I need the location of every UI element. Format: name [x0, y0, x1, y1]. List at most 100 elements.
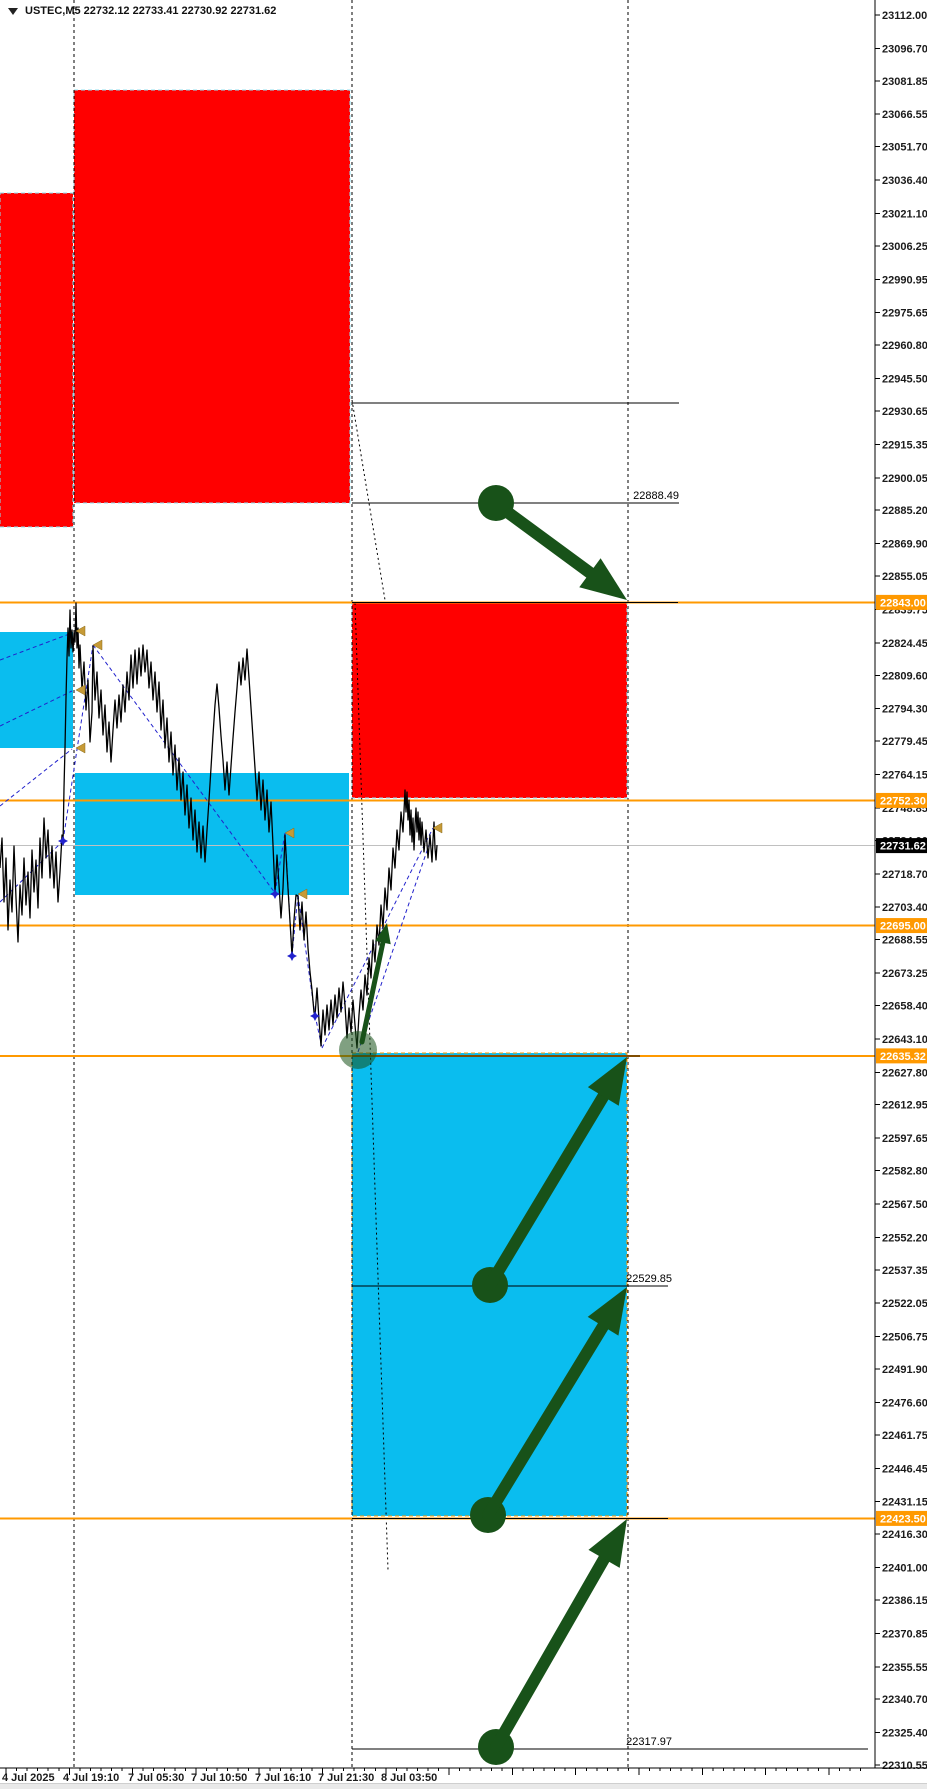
y-axis-label: 22673.25 [882, 968, 927, 980]
demand-zone[interactable] [75, 773, 349, 895]
y-axis-label: 23096.70 [882, 43, 927, 55]
symbol-dropdown-icon[interactable] [8, 7, 18, 15]
zigzag-line [0, 690, 73, 727]
x-axis-label: 7 Jul 16:10 [255, 1772, 311, 1784]
swing-low-marker [58, 836, 68, 846]
zigzag-line [0, 632, 73, 661]
y-axis-label: 23051.70 [882, 142, 927, 154]
y-axis-label: 22779.45 [882, 736, 927, 748]
y-axis-label: 22461.75 [882, 1430, 927, 1442]
y-axis-label: 22537.35 [882, 1265, 927, 1277]
trend-arrow-head[interactable] [579, 558, 627, 600]
axis-badge-label: 22731.62 [880, 841, 926, 853]
trend-arrow-shaft[interactable] [504, 508, 600, 582]
y-axis-label: 22718.70 [882, 869, 927, 881]
swing-low-marker [270, 889, 280, 899]
axis-badge-label: 22695.00 [880, 921, 926, 933]
trend-arrow-shaft[interactable] [359, 936, 387, 1045]
y-axis-label: 22809.60 [882, 670, 927, 682]
y-axis-label: 23081.85 [882, 76, 927, 88]
y-axis-label: 22416.30 [882, 1529, 927, 1541]
y-axis-label: 22658.40 [882, 1000, 927, 1012]
trend-arrow-head[interactable] [588, 1519, 627, 1568]
axis-badge-label: 22843.00 [880, 597, 926, 609]
swing-high-marker [284, 827, 295, 839]
swing-high-marker [75, 742, 86, 754]
trend-arrow-head[interactable] [587, 1057, 627, 1106]
y-axis-label: 23006.25 [882, 241, 927, 253]
trend-arrow-shaft[interactable] [482, 1316, 612, 1521]
y-axis-label: 22401.00 [882, 1563, 927, 1575]
y-axis-label: 22794.30 [882, 704, 927, 716]
trend-arrow-head[interactable] [375, 923, 391, 945]
trend-arrow-head[interactable] [587, 1287, 627, 1336]
dotted-projection-line [351, 399, 386, 601]
y-axis-label: 22915.35 [882, 439, 927, 451]
y-axis-label: 22990.95 [882, 274, 927, 286]
price-level-badge [876, 594, 927, 610]
bid-price-badge [876, 838, 927, 854]
dotted-projection-line [354, 602, 389, 1571]
swing-high-marker [297, 888, 308, 900]
trend-arrow-shaft[interactable] [490, 1549, 613, 1753]
axis-badge-label: 22635.32 [880, 1051, 926, 1063]
y-axis-label: 22370.85 [882, 1628, 927, 1640]
supply-zone[interactable] [0, 192, 74, 528]
axis-badge-label: 22752.30 [880, 795, 926, 807]
swing-high-marker [92, 639, 103, 651]
y-axis-label: 22930.65 [882, 406, 927, 418]
trend-arrow-shaft[interactable] [484, 1087, 612, 1291]
y-axis-label: 22597.65 [882, 1133, 927, 1145]
y-axis-label: 23066.55 [882, 109, 927, 121]
y-axis-label: 22688.55 [882, 935, 927, 947]
swing-high-marker [75, 684, 86, 696]
swing-high-marker [432, 822, 443, 834]
origin-circle[interactable] [339, 1031, 377, 1069]
supply-zone[interactable] [73, 89, 351, 504]
y-axis-label: 22945.50 [882, 374, 927, 386]
x-axis-label: 7 Jul 10:50 [191, 1772, 247, 1784]
x-axis-label: 4 Jul 2025 [2, 1772, 55, 1784]
y-axis-label: 22355.55 [882, 1662, 927, 1674]
y-axis-label: 22900.05 [882, 473, 927, 485]
y-axis-label: 22627.80 [882, 1067, 927, 1079]
y-axis-label: 22824.45 [882, 638, 927, 650]
chart-title: USTEC,M5 22732.12 22733.41 22730.92 2273… [25, 5, 277, 17]
zigzag-line [321, 827, 434, 1049]
y-axis-label: 22476.60 [882, 1397, 927, 1409]
swing-low-marker [310, 1011, 320, 1021]
x-axis-label: 7 Jul 05:30 [128, 1772, 184, 1784]
y-axis-label: 22703.40 [882, 902, 927, 914]
y-axis-label: 22491.90 [882, 1364, 927, 1376]
y-axis-label: 22582.80 [882, 1166, 927, 1178]
price-level-badge [876, 1510, 927, 1526]
y-axis-label: 22446.45 [882, 1463, 927, 1475]
swing-low-marker [287, 951, 297, 961]
y-axis-label: 22960.80 [882, 340, 927, 352]
y-axis-label: 23112.00 [882, 10, 927, 22]
y-axis-label: 22522.05 [882, 1298, 927, 1310]
x-axis-label: 4 Jul 19:10 [63, 1772, 119, 1784]
y-axis-label: 22310.55 [882, 1760, 927, 1772]
x-axis-label: 8 Jul 03:50 [381, 1772, 437, 1784]
y-axis-label: 22855.05 [882, 571, 927, 583]
y-axis-label: 22869.90 [882, 539, 927, 551]
y-axis-label: 22340.70 [882, 1694, 927, 1706]
axis-badge-label: 22423.50 [880, 1513, 926, 1525]
zigzag-line [0, 748, 73, 807]
supply-zone[interactable] [351, 602, 628, 799]
zigzag-line [357, 841, 431, 1053]
y-axis-label: 23036.40 [882, 175, 927, 187]
price-polyline [0, 602, 438, 1049]
demand-zone[interactable] [0, 632, 73, 748]
price-level-badge [876, 792, 927, 808]
y-axis-label: 22975.65 [882, 308, 927, 320]
chart-title-bar: USTEC,M5 22732.12 22733.41 22730.92 2273… [8, 3, 276, 19]
y-axis-label: 22612.95 [882, 1100, 927, 1112]
swing-high-marker [75, 625, 86, 637]
trade-level-label: 22317.97 [626, 1736, 672, 1748]
y-axis-label: 22506.75 [882, 1332, 927, 1344]
y-axis-label: 22552.20 [882, 1232, 927, 1244]
